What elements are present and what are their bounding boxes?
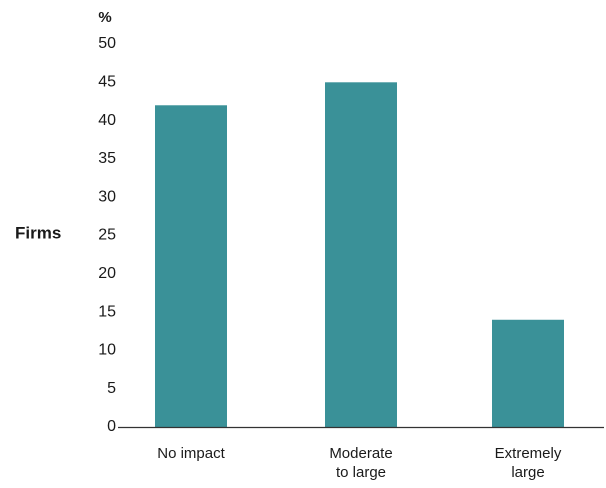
y-tick-label: 5: [107, 380, 116, 397]
y-tick-label: 25: [98, 227, 116, 244]
x-category-label-line: Moderate: [329, 445, 392, 462]
y-tick-label: 0: [107, 418, 116, 435]
x-category-label-line: No impact: [157, 445, 225, 462]
y-axis-label: Firms: [15, 223, 61, 242]
x-category-label-line: to large: [336, 464, 386, 481]
x-category-label: Moderate to large: [329, 445, 392, 481]
y-tick-label: 30: [98, 188, 116, 205]
y-tick-label: 10: [98, 342, 116, 359]
y-tick-label: 15: [98, 303, 116, 320]
bars: [155, 82, 564, 428]
y-tick-label: 40: [98, 112, 116, 129]
y-axis-ticks: 0 5 10 15 20 25 30 35 40 45 50: [98, 35, 116, 435]
y-tick-label: 20: [98, 265, 116, 282]
y-tick-label: 35: [98, 150, 116, 167]
x-axis-labels: No impact Moderate to large Extremely large: [157, 445, 562, 481]
x-category-label-line: Extremely: [495, 445, 562, 462]
bar: [155, 105, 227, 427]
x-category-label-line: large: [511, 464, 544, 481]
x-category-label: No impact: [157, 445, 225, 462]
bar: [492, 319, 564, 427]
y-axis-unit: %: [98, 9, 111, 26]
bar: [325, 82, 397, 428]
x-category-label: Extremely large: [495, 445, 562, 481]
y-tick-label: 45: [98, 74, 116, 91]
y-tick-label: 50: [98, 35, 116, 52]
